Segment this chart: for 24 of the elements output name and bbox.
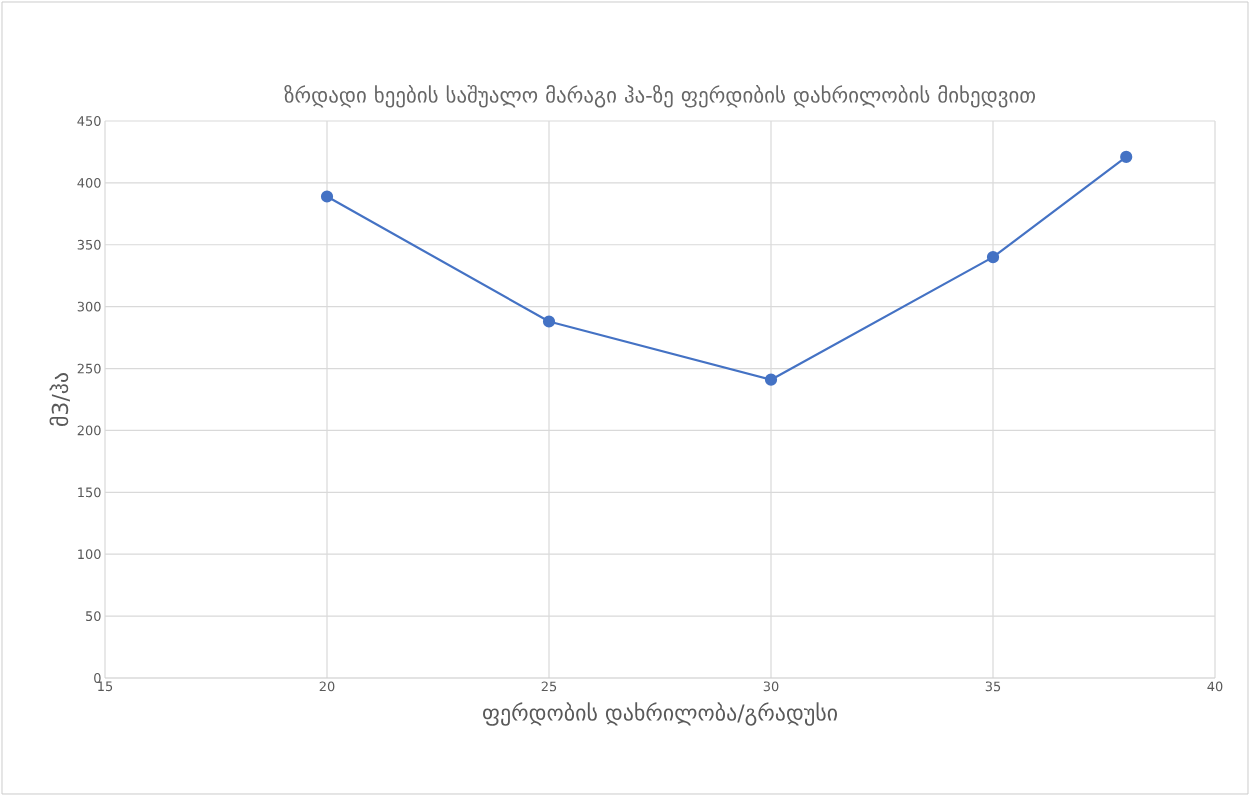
- y-tick-label: 450: [77, 116, 101, 126]
- point: [320, 190, 334, 203]
- y-axis-title: მ3/ჰა: [49, 373, 70, 426]
- y-tick-label: 400: [77, 177, 101, 188]
- point: [542, 315, 556, 328]
- x-tick-label: 25: [541, 681, 557, 692]
- point: [986, 251, 1000, 264]
- x-tick-label: 15: [98, 681, 113, 692]
- point: [1120, 150, 1133, 163]
- y-tick-label: 50: [86, 611, 101, 621]
- x-tick-label: 30: [763, 681, 779, 692]
- x-tick-label: 40: [1207, 681, 1223, 692]
- chart-title: ზრდადი ხეების საშუალო მარაგი ჰა-ზე ფერდიბის დახრილობის მიხედვით: [284, 85, 1036, 108]
- x-tick-label: 20: [319, 681, 335, 692]
- y-tick-label: 150: [78, 487, 101, 498]
- x-tick-label: 35: [985, 681, 1001, 692]
- y-tick-label: 250: [77, 363, 101, 374]
- y-tick-label: 300: [77, 301, 101, 312]
- x-axis-title: ფერდობის დახრილობა/გრადუსი: [483, 702, 837, 726]
- y-tick-label: 350: [77, 239, 101, 250]
- point: [764, 373, 778, 386]
- y-tick-label: 200: [77, 425, 101, 436]
- y-tick-label: 100: [78, 549, 101, 560]
- y-tick-label: 0: [94, 673, 101, 683]
